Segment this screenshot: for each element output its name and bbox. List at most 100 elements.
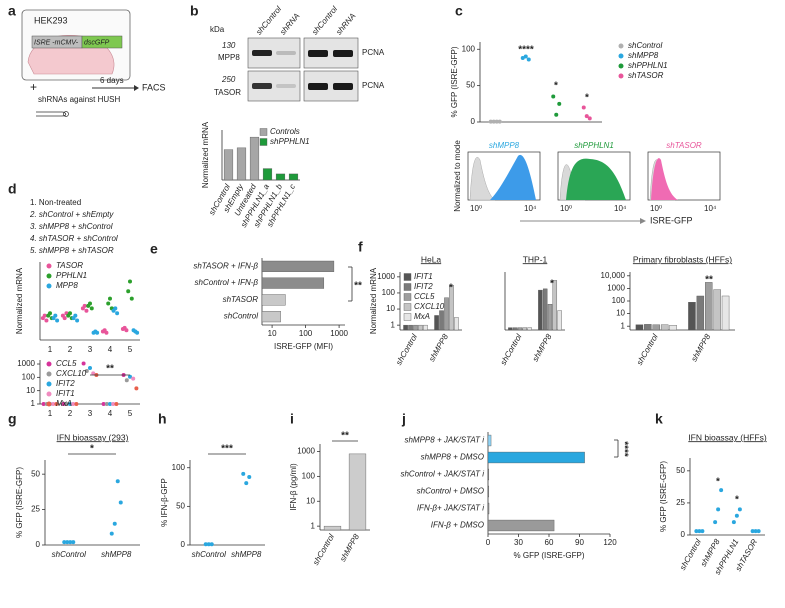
dot [497, 119, 502, 124]
reporter: dscGFP [84, 39, 110, 46]
x-tick-label: 5 [128, 409, 133, 418]
band [308, 50, 328, 57]
significance-label: * [585, 93, 589, 104]
panel-b-blot: b kDa shControl shRNA shControl shRNA 13… [190, 3, 385, 102]
bar [508, 327, 513, 331]
significance-label: **** [518, 45, 534, 56]
significance-label: **** [618, 441, 629, 457]
condition: 1. Non-treated [30, 198, 81, 207]
y-axis-label: % IFN-β-GFP [160, 478, 169, 527]
x-tick-label: 10⁴ [524, 204, 537, 213]
dot [95, 330, 100, 335]
histogram-sample [490, 154, 536, 200]
y-tick-label: 10 [26, 386, 35, 395]
dot [74, 402, 79, 406]
histogram-control [469, 157, 496, 201]
dot [716, 507, 721, 512]
histogram-frame [647, 151, 721, 201]
bar [261, 277, 325, 289]
panel-a: a HEK293 ISRE -mCMV- dscGFP + 6 days FAC… [8, 3, 166, 117]
dot [112, 521, 117, 526]
x-tick-label: shMPP8 [101, 550, 132, 559]
x-tick-label: shMPP8 [531, 332, 554, 363]
dot [587, 116, 592, 121]
dot [82, 303, 87, 308]
x-tick-label: 100 [299, 329, 313, 338]
x-tick-label: 60 [545, 538, 554, 547]
significance-label: ** [354, 281, 362, 292]
y-tick-label: 0 [681, 530, 686, 539]
x-tick-label: 90 [575, 538, 584, 547]
y-tick-label: 100 [462, 44, 476, 53]
x-tick-label: 10⁰ [470, 204, 482, 213]
lane-label: shRNA [334, 11, 357, 36]
dot [581, 105, 586, 110]
y-tick-label: 100 [302, 471, 316, 480]
x-tick-label: 1000 [330, 329, 348, 338]
x-tick-label: 4 [108, 345, 113, 354]
y-tick-label: IFN-β+ JAK/STAT i [417, 504, 484, 513]
y-tick-label: 100 [22, 372, 36, 381]
condition: 5. shMPP8 + shTASOR [30, 246, 114, 255]
bar [261, 294, 286, 306]
y-tick-label: 0 [36, 540, 41, 549]
panel-label: c [455, 3, 463, 19]
legend-swatch [403, 303, 412, 311]
dot [523, 54, 528, 59]
legend-marker [618, 53, 624, 59]
sample-label: shPPHLN1 [574, 141, 614, 150]
dot [104, 330, 109, 335]
x-tick-label: 2 [68, 345, 73, 354]
dot [491, 119, 496, 124]
chart-title: Primary fibroblasts (HFFs) [633, 254, 732, 264]
dot [131, 376, 136, 381]
x-axis-label: ISRE-GFP (MFI) [274, 342, 333, 351]
x-tick-label: 120 [603, 538, 617, 547]
x-tick-label: shMPP8 [338, 532, 361, 563]
bar [487, 519, 555, 532]
kda-unit: kDa [210, 25, 225, 34]
band [333, 83, 353, 90]
dot [128, 279, 132, 284]
reporter-box [81, 35, 123, 49]
bar [418, 324, 423, 331]
y-axis-label: % GFP (ISRE-GFP) [659, 461, 668, 532]
bar [487, 468, 490, 481]
dot [108, 402, 112, 406]
legend-marker [618, 43, 624, 49]
legend-label: Controls [270, 127, 300, 136]
bar [705, 282, 713, 331]
dot [81, 361, 86, 366]
x-tick-label: 1 [48, 345, 53, 354]
dot [203, 542, 208, 547]
dot [89, 306, 94, 311]
y-tick-label: 1000 [297, 447, 315, 456]
sample-label: shMPP8 [489, 141, 520, 150]
y-tick-label: 50 [676, 466, 685, 475]
bar [696, 295, 705, 331]
significance-label: *** [221, 444, 233, 455]
dot [206, 542, 211, 547]
y-tick-label: 10 [616, 309, 625, 318]
dot [48, 311, 52, 316]
legend-marker [46, 381, 52, 387]
dot [241, 471, 246, 476]
y-tick-label: 1 [621, 321, 626, 330]
dot [128, 374, 132, 379]
band [308, 83, 328, 90]
legend-label: shTASOR [628, 71, 664, 80]
panel-label: e [150, 241, 158, 257]
x-tick-label: 1 [48, 409, 53, 418]
y-tick-label: 1 [311, 521, 316, 530]
legend-marker [46, 371, 52, 377]
dot [557, 101, 562, 106]
dot [697, 529, 702, 534]
x-tick-label: 10⁰ [560, 204, 572, 213]
legend-marker [46, 361, 52, 367]
bar [652, 324, 660, 331]
legend-marker [618, 73, 624, 79]
x-tick-label: shControl [499, 332, 524, 366]
dot [55, 318, 60, 323]
y-tick-label: shTASOR [223, 295, 259, 304]
dot [700, 529, 705, 534]
